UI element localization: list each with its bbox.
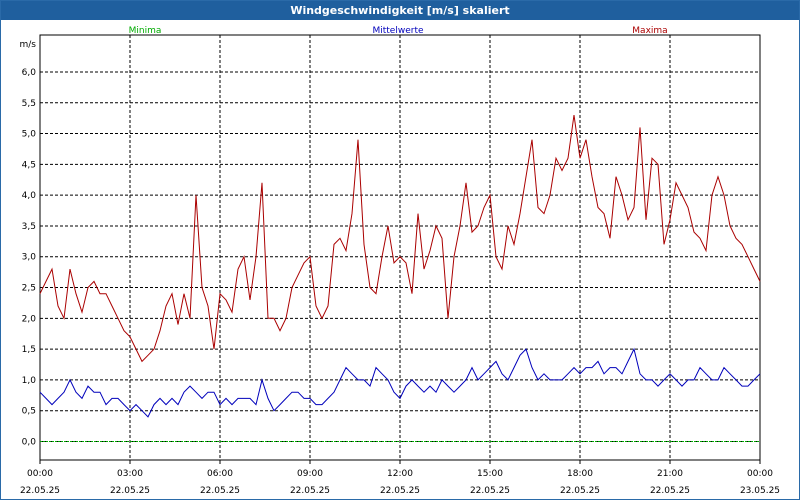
y-tick-label: 0,5: [22, 407, 36, 417]
legend-maxima: Maxima: [632, 26, 667, 36]
x-tick-date: 22.05.25: [650, 486, 690, 496]
legend: Minima Mittelwerte Maxima: [129, 26, 668, 36]
y-tick-label: 2,5: [22, 284, 36, 294]
x-tick-date: 22.05.25: [470, 486, 510, 496]
grid: [40, 35, 760, 460]
x-tick-label: 15:00: [477, 469, 503, 479]
y-axis-label: m/s: [20, 40, 37, 50]
x-tick-label: 00:00: [27, 469, 53, 479]
x-tick-date: 22.05.25: [380, 486, 420, 496]
x-tick-label: 03:00: [117, 469, 143, 479]
series-mittelwerte-line: [39, 347, 761, 418]
y-tick-label: 5,0: [22, 130, 37, 140]
series-maxima-line: [39, 115, 761, 363]
y-tick-label: 4,0: [22, 191, 37, 201]
y-tick-label: 5,5: [22, 99, 36, 109]
y-tick-label: 3,0: [22, 253, 37, 263]
legend-minima: Minima: [129, 26, 162, 36]
x-tick-date: 23.05.25: [740, 486, 780, 496]
axes: 0,0 0,5 1,0 1,5 2,0 2,5 3,0 3,5 4,0 4,5 5,0 5,5 6,0 m…: [20, 34, 780, 496]
legend-mittelwerte: Mittelwerte: [372, 26, 423, 36]
y-tick-label: 4,5: [22, 160, 36, 170]
x-tick-date: 22.05.25: [110, 486, 150, 496]
x-tick-label: 12:00: [387, 469, 413, 479]
x-tick-label: 18:00: [567, 469, 593, 479]
x-tick-label: 00:00: [747, 469, 773, 479]
y-tick-label: 3,5: [22, 222, 36, 232]
x-tick-date: 22.05.25: [200, 486, 240, 496]
y-tick-label: 2,0: [22, 314, 37, 324]
y-tick-label: 6,0: [22, 68, 37, 78]
x-tick-label: 06:00: [207, 469, 233, 479]
x-tick-date: 22.05.25: [560, 486, 600, 496]
x-tick-date: 22.05.25: [290, 486, 330, 496]
x-tick-label: 09:00: [297, 469, 323, 479]
y-tick-label: 1,5: [22, 345, 36, 355]
series: [39, 115, 761, 442]
y-tick-label: 1,0: [22, 376, 37, 386]
x-tick-date: 22.05.25: [20, 486, 60, 496]
chart-title: Windgeschwindigkeit [m/s] skaliert: [1, 1, 799, 20]
x-tick-label: 21:00: [657, 469, 683, 479]
y-tick-label: 0,0: [22, 438, 37, 448]
